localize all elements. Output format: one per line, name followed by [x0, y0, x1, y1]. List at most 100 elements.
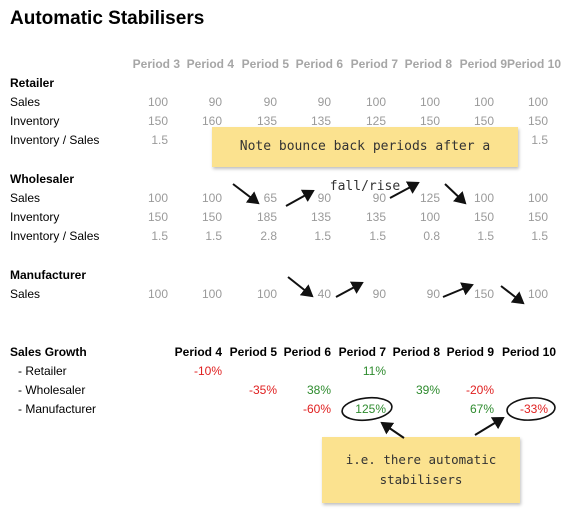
period-header: Period 5	[241, 57, 289, 71]
pointer-arrow-icon	[474, 416, 505, 436]
down-arrow-icon	[500, 285, 525, 305]
table-cell: 1.5	[477, 229, 494, 243]
growth-cell: -10%	[193, 364, 222, 378]
table-cell: 100	[473, 191, 494, 205]
row-label: Inventory / Sales	[10, 133, 100, 147]
pointer-arrow-icon	[380, 421, 405, 439]
table-cell: 125	[365, 114, 386, 128]
down-arrow-icon	[287, 276, 314, 298]
table-cell: 100	[527, 95, 548, 109]
growth-period-header: Period 9	[446, 345, 494, 359]
table-cell: 100	[147, 95, 168, 109]
stabilisers-note-line1: i.e. there automatic	[345, 452, 497, 467]
table-cell: 40	[317, 287, 331, 301]
table-cell: 150	[527, 114, 548, 128]
table-cell: 100	[256, 287, 277, 301]
table-cell: 90	[263, 95, 277, 109]
manufacturer-heading: Manufacturer	[10, 268, 87, 282]
growth-cell: 39%	[415, 383, 440, 397]
table-cell: 90	[317, 95, 331, 109]
table-cell: 150	[527, 210, 548, 224]
growth-period-header: Period 5	[229, 345, 277, 359]
up-arrow-icon	[442, 282, 474, 298]
stabilisers-note-line2: stabilisers	[379, 472, 463, 487]
growth-cell: -60%	[302, 402, 331, 416]
period-header: Period 8	[404, 57, 452, 71]
row-label: Sales	[10, 191, 41, 205]
growth-cell: -33%	[519, 402, 548, 416]
growth-row-label: - Manufacturer	[18, 402, 97, 416]
growth-cell: 67%	[469, 402, 494, 416]
table-cell: 150	[419, 114, 440, 128]
table-cell: 135	[310, 114, 331, 128]
period-header: Period 7	[350, 57, 398, 71]
table-cell: 90	[346, 191, 386, 205]
period-header: Period 6	[295, 57, 343, 71]
wholesaler-heading: Wholesaler	[10, 172, 75, 186]
growth-cell: -35%	[248, 383, 277, 397]
row-label: Sales	[10, 95, 41, 109]
table-cell: 100	[527, 191, 548, 205]
table-cell: 150	[473, 210, 494, 224]
table-cell: 150	[147, 210, 168, 224]
period-header: Period 3	[132, 57, 180, 71]
period-header: Period 10	[506, 57, 561, 71]
growth-cell: 38%	[306, 383, 331, 397]
stabilisers-note: i.e. there automatic stabilisers	[322, 437, 520, 503]
table-cell: 100	[147, 287, 168, 301]
table-cell: 160	[201, 114, 222, 128]
up-arrow-icon	[285, 189, 315, 207]
table-cell: 150	[473, 287, 494, 301]
table-cell: 1.5	[151, 229, 168, 243]
table-cell: 100	[201, 287, 222, 301]
up-arrow-icon	[335, 281, 364, 298]
table-cell: 125	[419, 191, 440, 205]
table-cell: 2.8	[260, 229, 277, 243]
growth-cell: 125%	[355, 402, 386, 416]
bounce-back-note: Note bounce back periods after a fall/ri…	[212, 127, 518, 194]
table-cell: 100	[147, 191, 168, 205]
table-cell: 135	[365, 210, 386, 224]
row-label: Inventory	[10, 114, 60, 128]
highlight-circle-icon	[506, 397, 556, 421]
row-label: Inventory / Sales	[10, 229, 100, 243]
table-cell: 100	[473, 95, 494, 109]
growth-cell: -20%	[465, 383, 494, 397]
table-cell: 90	[426, 287, 440, 301]
growth-period-header: Period 6	[283, 345, 331, 359]
period-header: Period 4	[186, 57, 234, 71]
growth-cell: 11%	[362, 364, 386, 378]
table-cell: 135	[256, 114, 277, 128]
down-arrow-icon	[232, 183, 260, 205]
growth-period-header: Period 7	[338, 345, 386, 359]
table-cell: 90	[317, 191, 331, 205]
table-cell: 185	[256, 210, 277, 224]
table-cell: 1.5	[531, 229, 548, 243]
bounce-back-note-text: Note bounce back periods after a fall/ri…	[239, 139, 491, 194]
growth-period-header: Period 4	[174, 345, 222, 359]
table-cell: 1.5	[205, 229, 222, 243]
page-title: Automatic Stabilisers	[10, 8, 205, 29]
growth-period-header: Period 10	[501, 345, 556, 359]
table-cell: 65	[263, 191, 277, 205]
table-cell: 100	[419, 95, 440, 109]
table-cell: 90	[372, 287, 386, 301]
table-cell: 100	[201, 191, 222, 205]
growth-period-header: Period 8	[392, 345, 440, 359]
table-cell: 150	[473, 114, 494, 128]
table-cell: 100	[419, 210, 440, 224]
table-cell: 1.5	[314, 229, 331, 243]
table-cell: 1.5	[151, 133, 168, 147]
table-cell: 100	[365, 95, 386, 109]
table-cell: 1.5	[369, 229, 386, 243]
table-cell: 150	[201, 210, 222, 224]
period-header: Period 9	[459, 57, 507, 71]
row-label: Inventory	[10, 210, 60, 224]
retailer-heading: Retailer	[10, 76, 55, 90]
down-arrow-icon	[444, 183, 467, 205]
growth-row-label: - Retailer	[18, 364, 67, 378]
table-cell: 90	[208, 95, 222, 109]
table-cell: 135	[310, 210, 331, 224]
up-arrow-icon	[389, 181, 420, 199]
